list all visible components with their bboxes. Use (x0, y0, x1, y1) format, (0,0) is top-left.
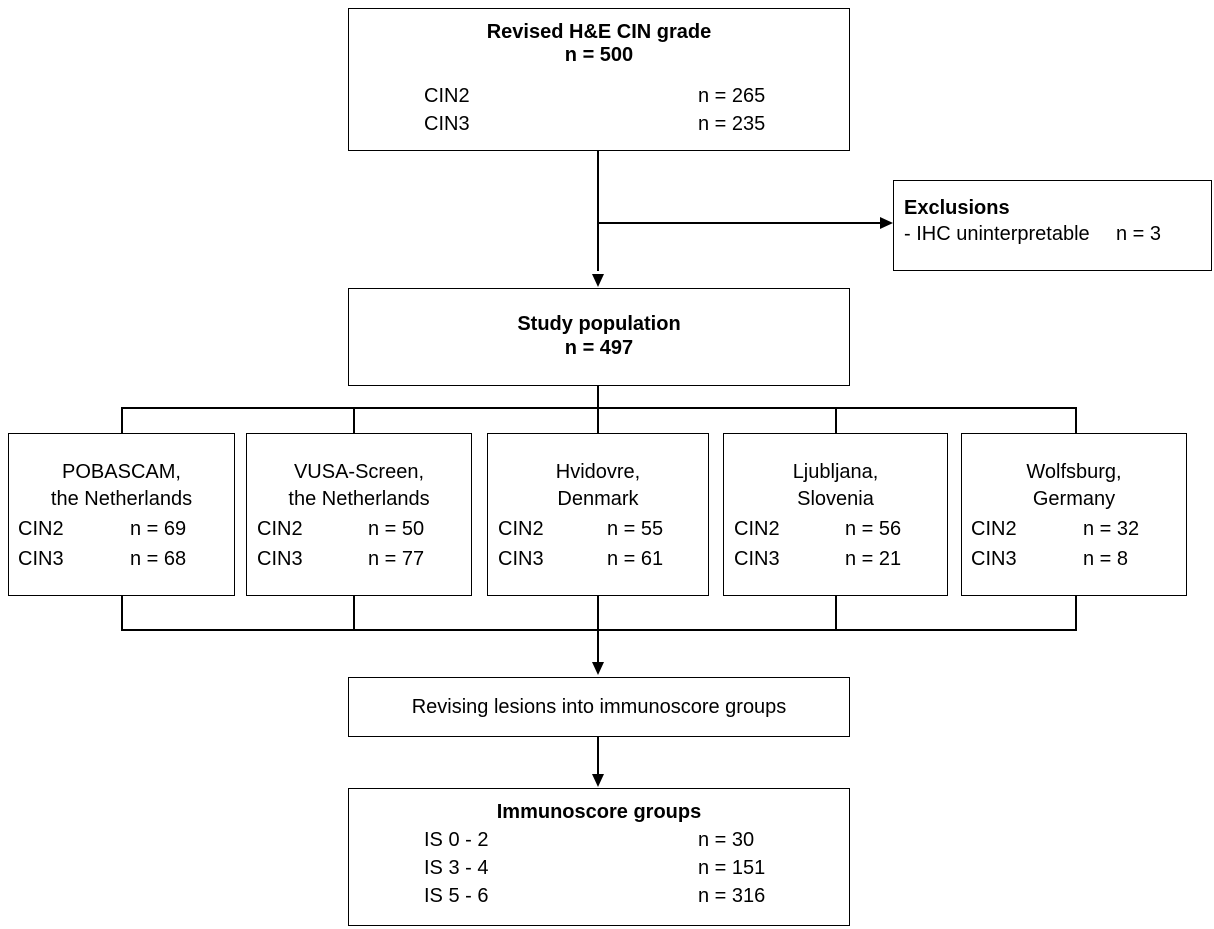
cohort-cin2-value: n = 32 (1083, 518, 1140, 540)
cohort-cin2-label: CIN2 (257, 518, 303, 540)
cohort-box-vusa-screen (246, 433, 472, 596)
study-population-title: Study population (517, 313, 681, 335)
immunoscore-row-value: n = 151 (698, 857, 766, 879)
cohort-name-line1: Wolfsburg, (1026, 461, 1122, 483)
exclusions-box (893, 180, 1212, 271)
revised-cin-grade-box (348, 8, 850, 151)
cohort-bottom-bus (121, 629, 1077, 631)
cohort-rise-1 (121, 596, 123, 630)
exclusions-item: - IHC uninterpretable (904, 223, 1090, 245)
immunoscore-row-label: IS 3 - 4 (424, 857, 489, 879)
cohort-name-line2: Germany (1032, 488, 1116, 510)
cohort-box-ljubljana (723, 433, 948, 596)
cohort-name-line1: POBASCAM, (62, 461, 181, 483)
cohort-drop-1 (121, 407, 123, 433)
exclusions-title: Exclusions (904, 197, 1010, 219)
cohort-box-wolfsburg (961, 433, 1187, 596)
cohort-cin2-value: n = 56 (845, 518, 902, 540)
connector-top-to-study (597, 151, 599, 271)
revising-lesions-box (348, 677, 850, 737)
connector-to-immunoscore (597, 737, 599, 774)
connector-to-exclusions (598, 222, 880, 224)
cohort-cin3-label: CIN3 (971, 548, 1017, 570)
immunoscore-row-label: IS 0 - 2 (424, 829, 489, 851)
immunoscore-groups-title: Immunoscore groups (496, 801, 702, 823)
exclusions-value: n = 3 (1116, 223, 1162, 245)
study-population-n: n = 497 (564, 337, 634, 359)
cohort-name-line1: Hvidovre, (555, 461, 641, 483)
study-population-box (348, 288, 850, 386)
revising-lesions-text: Revising lesions into immunoscore groups (411, 696, 787, 718)
cohort-rise-5 (1075, 596, 1077, 630)
cohort-drop-2 (353, 407, 355, 433)
top-cin3-label: CIN3 (424, 113, 470, 135)
cohort-cin2-value: n = 55 (607, 518, 664, 540)
cohort-cin2-value: n = 50 (368, 518, 425, 540)
cohort-cin3-label: CIN3 (18, 548, 64, 570)
immunoscore-groups-box (348, 788, 850, 926)
immunoscore-row-label: IS 5 - 6 (424, 885, 489, 907)
top-cin3-value: n = 235 (698, 113, 766, 135)
cohort-name-line2: the Netherlands (288, 488, 430, 510)
cohort-box-pobascam (8, 433, 235, 596)
cohort-cin2-label: CIN2 (498, 518, 544, 540)
cohort-drop-5 (1075, 407, 1077, 433)
cohort-cin2-label: CIN2 (971, 518, 1017, 540)
arrow-to-revise (592, 662, 604, 675)
cohort-cin2-label: CIN2 (734, 518, 780, 540)
cohort-name-line2: Denmark (557, 488, 639, 510)
cohort-cin3-value: n = 8 (1083, 548, 1129, 570)
cohort-cin3-value: n = 21 (845, 548, 902, 570)
top-cin2-value: n = 265 (698, 85, 766, 107)
cohort-rise-3 (597, 596, 599, 630)
cohort-name-line1: VUSA-Screen, (293, 461, 425, 483)
cohort-cin3-value: n = 61 (607, 548, 664, 570)
cohort-name-line2: the Netherlands (50, 488, 193, 510)
arrow-to-exclusions (880, 217, 893, 229)
cohort-drop-3 (597, 407, 599, 433)
cohort-name-line1: Ljubljana, (792, 461, 879, 483)
connector-to-revise (597, 630, 599, 662)
immunoscore-row-value: n = 316 (698, 885, 766, 907)
cohort-drop-4 (835, 407, 837, 433)
cohort-cin2-label: CIN2 (18, 518, 64, 540)
cohort-cin3-value: n = 77 (368, 548, 425, 570)
arrow-to-study (592, 274, 604, 287)
cohort-top-bus (121, 407, 1077, 409)
revised-cin-grade-n: n = 500 (564, 44, 634, 66)
connector-study-down (597, 386, 599, 408)
arrow-to-immunoscore (592, 774, 604, 787)
immunoscore-row-value: n = 30 (698, 829, 755, 851)
cohort-cin3-label: CIN3 (257, 548, 303, 570)
cohort-rise-4 (835, 596, 837, 630)
cohort-cin3-label: CIN3 (734, 548, 780, 570)
cohort-box-hvidovre (487, 433, 709, 596)
revised-cin-grade-title: Revised H&E CIN grade (486, 21, 712, 43)
cohort-cin2-value: n = 69 (130, 518, 187, 540)
cohort-cin3-value: n = 68 (130, 548, 187, 570)
cohort-rise-2 (353, 596, 355, 630)
cohort-cin3-label: CIN3 (498, 548, 544, 570)
cohort-name-line2: Slovenia (797, 488, 874, 510)
top-cin2-label: CIN2 (424, 85, 470, 107)
